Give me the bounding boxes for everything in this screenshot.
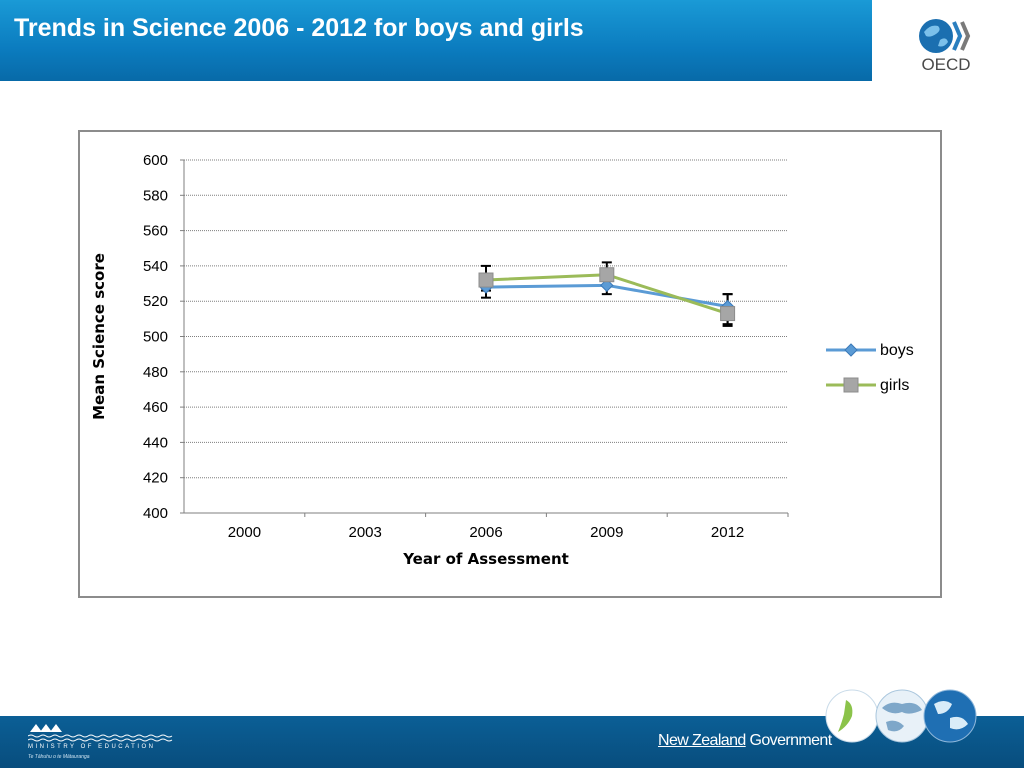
oecd-globe-land2	[938, 38, 948, 47]
axes: 600 580 560 540 520 500 480 460 440 420 400 2000 200…	[143, 152, 789, 541]
x-axis-label: Year of Assessment	[402, 550, 569, 568]
map-globe-icon	[875, 689, 929, 743]
x-tick-label-2003: 2003	[349, 524, 382, 541]
legend: boys girls	[826, 342, 914, 394]
science-trend-chart: 600 580 560 540 520 500 480 460 440 420 400 2000 200…	[90, 152, 914, 568]
x-tick-label-2006: 2006	[469, 524, 502, 541]
earth-globe-icon	[923, 689, 977, 743]
mountain-icon-2	[40, 724, 52, 732]
ministry-name: MINISTRY OF EDUCATION	[28, 744, 156, 750]
y-tick-label-440: 440	[143, 434, 168, 451]
earth-globe-land	[934, 701, 952, 714]
nz-government-text-part2: Government	[745, 732, 833, 749]
gridlines	[184, 159, 788, 479]
nz-government-logo: New Zealand Government	[658, 732, 832, 750]
globe-decoration	[825, 689, 977, 743]
y-tick-label-420: 420	[143, 470, 168, 487]
oecd-chevron-icon-2	[960, 21, 971, 51]
wave-line	[28, 734, 173, 738]
title-bar: Trends in Science 2006 - 2012 for boys a…	[0, 0, 872, 81]
x-tick-label-2009: 2009	[590, 524, 623, 541]
mountain-icon-3	[50, 724, 62, 732]
legend-label-boys: boys	[880, 342, 914, 359]
page-title: Trends in Science 2006 - 2012 for boys a…	[14, 14, 584, 42]
oecd-chevron-icon	[952, 21, 963, 51]
y-tick-label-500: 500	[143, 329, 168, 346]
y-tick-label-580: 580	[143, 187, 168, 204]
data-point-girls-2006	[478, 272, 494, 288]
data-point-boys-2009	[600, 278, 614, 293]
legend-label-girls: girls	[880, 377, 909, 394]
legend-marker-boys	[844, 343, 858, 357]
map-globe-land2	[886, 720, 904, 732]
earth-globe-land2	[950, 716, 968, 730]
y-tick-label-480: 480	[143, 364, 168, 381]
mountain-icon	[30, 724, 42, 732]
oecd-globe-icon	[919, 19, 953, 53]
y-tick-label-560: 560	[143, 223, 168, 240]
y-tick-label-400: 400	[143, 505, 168, 522]
series	[478, 261, 736, 327]
data-point-girls-2009	[599, 267, 615, 283]
oecd-globe-land	[924, 25, 940, 37]
y-axis-label: Mean Science score	[90, 253, 108, 420]
x-tick-label-2012: 2012	[711, 524, 744, 541]
y-tick-label-600: 600	[143, 152, 168, 169]
x-tick-label-2000: 2000	[228, 524, 261, 541]
legend-marker-girls	[843, 377, 859, 393]
nz-map-shape	[838, 700, 853, 732]
y-tick-label-460: 460	[143, 399, 168, 416]
oecd-wordmark: OECD	[921, 55, 970, 74]
y-tick-label-520: 520	[143, 293, 168, 310]
map-globe-land	[882, 702, 922, 714]
oecd-logo: OECD	[919, 19, 971, 74]
ministry-maori-name: Te Tāhuhu o te Mātauranga	[28, 754, 90, 760]
nz-government-text-part1: New Zealand	[658, 732, 746, 749]
chart-frame: 600 580 560 540 520 500 480 460 440 420 400 2000 200…	[78, 130, 942, 598]
wave-line-2	[28, 738, 173, 742]
ministry-logo	[28, 724, 173, 742]
data-point-girls-2012	[720, 306, 736, 322]
y-tick-label-540: 540	[143, 258, 168, 275]
